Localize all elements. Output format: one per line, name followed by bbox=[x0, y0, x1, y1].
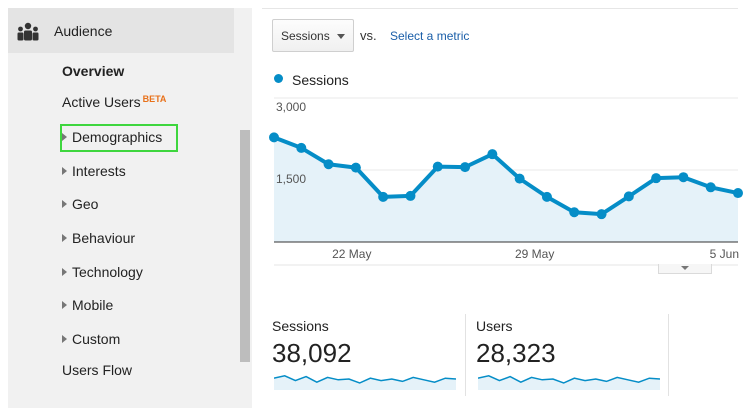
metric-dropdown[interactable]: Sessions bbox=[272, 19, 354, 52]
sidebar-item-label: Mobile bbox=[72, 297, 114, 313]
sidebar-item-behaviour[interactable]: Behaviour bbox=[62, 230, 135, 246]
x-tick-label: 5 Jun bbox=[710, 247, 739, 261]
sidebar-item-users-flow[interactable]: Users Flow bbox=[62, 362, 132, 378]
audience-people-icon bbox=[17, 22, 39, 41]
scorecard-value: 28,323 bbox=[476, 338, 556, 368]
sidebar-item-demographics[interactable]: Demographics bbox=[62, 129, 162, 145]
data-point bbox=[651, 173, 662, 184]
expand-triangle-icon bbox=[62, 133, 67, 141]
sparkline bbox=[478, 375, 660, 390]
scorecard-label: Sessions bbox=[272, 318, 329, 334]
vs-label: vs. bbox=[360, 28, 377, 43]
top-divider bbox=[262, 8, 738, 9]
sidebar-item-label: Technology bbox=[72, 264, 143, 280]
sidebar-item-label: Custom bbox=[72, 331, 121, 347]
data-point bbox=[596, 209, 607, 220]
chevron-down-icon bbox=[681, 266, 689, 270]
beta-badge: BETA bbox=[142, 94, 167, 104]
scorecard-users[interactable]: Users 28,323 bbox=[476, 314, 672, 394]
sidebar-item-overview[interactable]: Overview bbox=[62, 63, 124, 79]
chart-collapse-tab[interactable] bbox=[658, 264, 712, 274]
sessions-chart: 3,000 1,500 22 May 29 May 5 Jun bbox=[269, 97, 743, 266]
sidebar-item-mobile[interactable]: Mobile bbox=[62, 297, 113, 313]
expand-triangle-icon bbox=[62, 301, 67, 309]
expand-triangle-icon bbox=[62, 234, 67, 242]
data-point bbox=[733, 188, 743, 199]
legend-swatch bbox=[274, 74, 283, 83]
scorecard-value: 38,092 bbox=[272, 338, 352, 368]
select-metric-link[interactable]: Select a metric bbox=[390, 29, 470, 43]
expand-triangle-icon bbox=[62, 268, 67, 276]
data-point bbox=[541, 191, 552, 202]
data-point bbox=[487, 149, 498, 160]
y-tick-label: 3,000 bbox=[276, 100, 306, 114]
data-point bbox=[569, 207, 580, 218]
expand-triangle-icon bbox=[62, 167, 67, 175]
sidebar-item-technology[interactable]: Technology bbox=[62, 264, 143, 280]
sidebar-item-label: Demographics bbox=[72, 129, 163, 145]
sidebar-item-label: Interests bbox=[72, 163, 126, 179]
data-point bbox=[269, 132, 279, 143]
x-tick-label: 29 May bbox=[515, 247, 554, 261]
metric-dropdown-value: Sessions bbox=[281, 29, 330, 43]
chevron-down-icon bbox=[337, 34, 345, 39]
series-area bbox=[274, 137, 738, 242]
sparkline-line bbox=[478, 375, 660, 384]
y-tick-label: 1,500 bbox=[276, 172, 306, 186]
sidebar-item-label: Geo bbox=[72, 196, 99, 212]
expand-triangle-icon bbox=[62, 335, 67, 343]
data-point bbox=[514, 173, 525, 184]
sparkline-line bbox=[274, 375, 456, 384]
data-point bbox=[460, 162, 471, 173]
sparkline-area bbox=[478, 375, 660, 390]
sidebar-item-label: Active Users bbox=[62, 94, 141, 110]
data-point bbox=[705, 182, 716, 193]
audience-section-label: Audience bbox=[54, 23, 113, 39]
data-point bbox=[405, 190, 416, 201]
data-point bbox=[678, 172, 689, 183]
sidebar-item-interests[interactable]: Interests bbox=[62, 163, 126, 179]
data-point bbox=[623, 191, 634, 202]
data-point bbox=[350, 162, 361, 173]
expand-triangle-icon bbox=[62, 200, 67, 208]
sparkline bbox=[274, 375, 456, 390]
sidebar-item-label: Users Flow bbox=[62, 362, 133, 378]
data-point bbox=[378, 191, 389, 202]
data-point bbox=[323, 159, 334, 170]
legend-label: Sessions bbox=[292, 72, 349, 88]
scorecard-divider bbox=[668, 314, 669, 396]
scorecard-sessions[interactable]: Sessions 38,092 bbox=[272, 314, 468, 394]
scorecard-divider bbox=[465, 314, 466, 396]
sidebar-item-label: Overview bbox=[62, 63, 125, 79]
sidebar-item-geo[interactable]: Geo bbox=[62, 196, 98, 212]
sidebar-scrollbar[interactable] bbox=[240, 130, 250, 362]
x-tick-label: 22 May bbox=[332, 247, 371, 261]
data-point bbox=[296, 142, 307, 153]
data-point bbox=[432, 161, 443, 172]
demographics-highlight-box bbox=[60, 124, 178, 152]
sidebar-item-custom[interactable]: Custom bbox=[62, 331, 120, 347]
sparkline-area bbox=[274, 375, 456, 390]
scorecard-label: Users bbox=[476, 318, 513, 334]
audience-section-header[interactable]: Audience bbox=[8, 8, 234, 53]
sidebar: Audience Overview Active Users BETA Demog… bbox=[8, 8, 252, 408]
sidebar-item-active-users[interactable]: Active Users BETA bbox=[62, 94, 166, 110]
sidebar-item-label: Behaviour bbox=[72, 230, 136, 246]
